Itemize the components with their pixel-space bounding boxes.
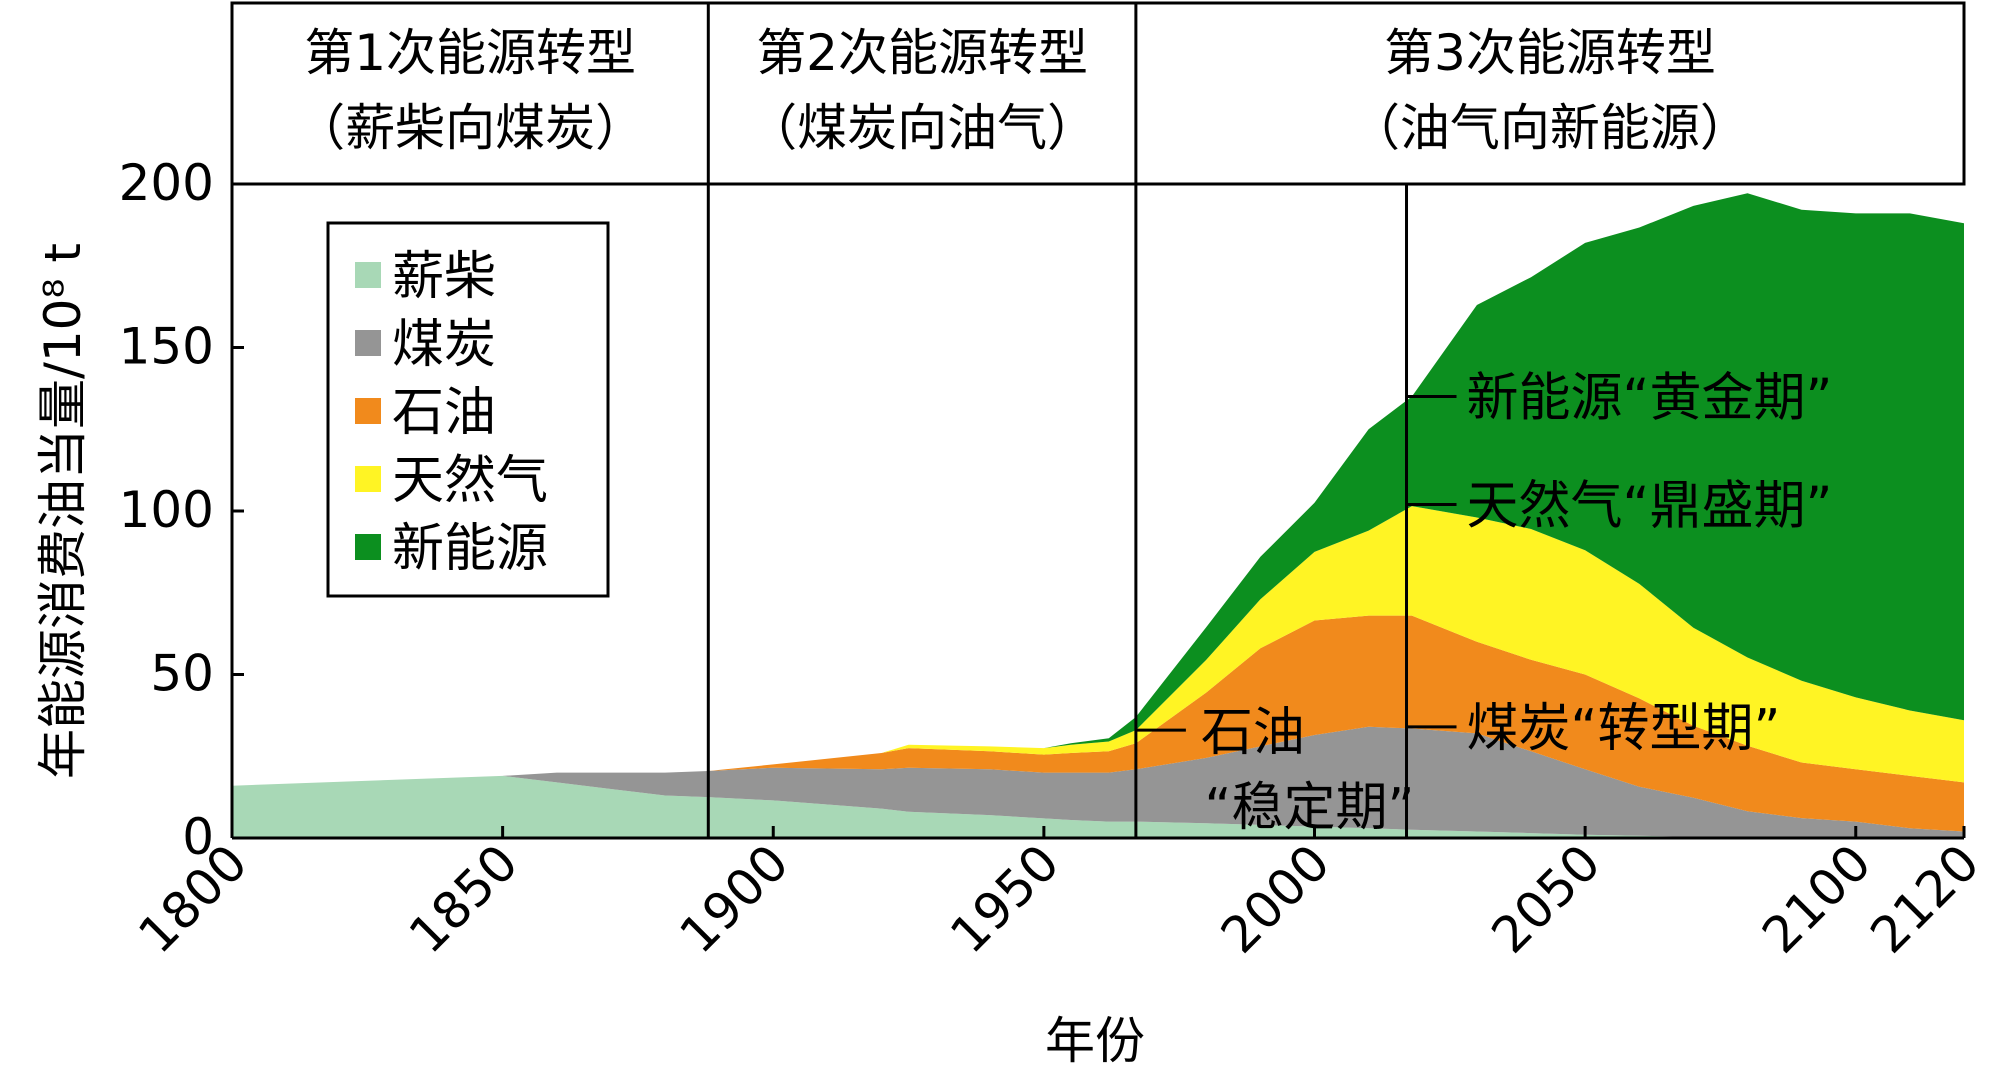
area-5 <box>232 193 1964 786</box>
legend-label: 薪柴 <box>392 247 496 307</box>
y-tick-label: 100 <box>119 481 214 539</box>
annotations: 石油 “稳定期” 新能源“黄金期” 天然气“鼎盛期” 煤炭“转型期” <box>1135 369 1833 838</box>
x-tick-label: 1850 <box>398 833 529 964</box>
area-3 <box>232 615 1964 832</box>
phase-subtitle-3: （油气向新能源） <box>1350 99 1750 157</box>
area-4 <box>232 506 1964 786</box>
stacked-areas <box>232 193 1964 838</box>
legend-swatch <box>355 466 381 492</box>
legend-swatch <box>355 330 381 356</box>
legend-label: 新能源 <box>392 519 548 579</box>
x-tick-label: 2100 <box>1751 833 1882 964</box>
phase-title-3: 第3次能源转型 <box>1384 24 1716 82</box>
legend-label: 石油 <box>392 383 496 443</box>
y-tick-label: 50 <box>150 645 214 703</box>
x-tick-label: 1900 <box>669 833 800 964</box>
phase-header: 第1次能源转型 （薪柴向煤炭） 第2次能源转型 （煤炭向油气） 第3次能源转型 （油气向新… <box>230 1 1966 186</box>
phase-dividers <box>706 3 1409 838</box>
annotation-text: 石油 <box>1201 703 1305 763</box>
phase-subtitle-1: （薪柴向煤炭） <box>295 99 645 157</box>
y-tick-label: 200 <box>119 154 214 212</box>
x-tick-label: 1950 <box>939 833 1070 964</box>
annotation-text: “稳定期” <box>1205 778 1415 838</box>
area-1 <box>232 775 1964 838</box>
legend-swatch <box>355 262 381 288</box>
annotation-text: 煤炭“转型期” <box>1467 699 1781 759</box>
y-tick-label: 150 <box>119 318 214 376</box>
area-2 <box>232 726 1964 838</box>
y-tick-label: 0 <box>182 808 214 866</box>
x-tick-label: 2120 <box>1859 833 1990 964</box>
x-tick-label: 2050 <box>1481 833 1612 964</box>
legend-label: 煤炭 <box>392 315 496 375</box>
annotation-text: 新能源“黄金期” <box>1467 369 1833 429</box>
phase-title-1: 第1次能源转型 <box>304 24 636 82</box>
legend-swatch <box>355 398 381 424</box>
phase-subtitle-2: （煤炭向油气） <box>747 99 1097 157</box>
x-tick-label: 2000 <box>1210 833 1341 964</box>
y-axis-title: 年能源消费油当量/10⁸ t <box>34 243 92 779</box>
x-axis-title: 年份 <box>1045 1012 1145 1070</box>
phase-title-2: 第2次能源转型 <box>756 24 1088 82</box>
legend-swatch <box>355 534 381 560</box>
legend-label: 天然气 <box>392 451 548 511</box>
annotation-text: 天然气“鼎盛期” <box>1467 476 1833 536</box>
